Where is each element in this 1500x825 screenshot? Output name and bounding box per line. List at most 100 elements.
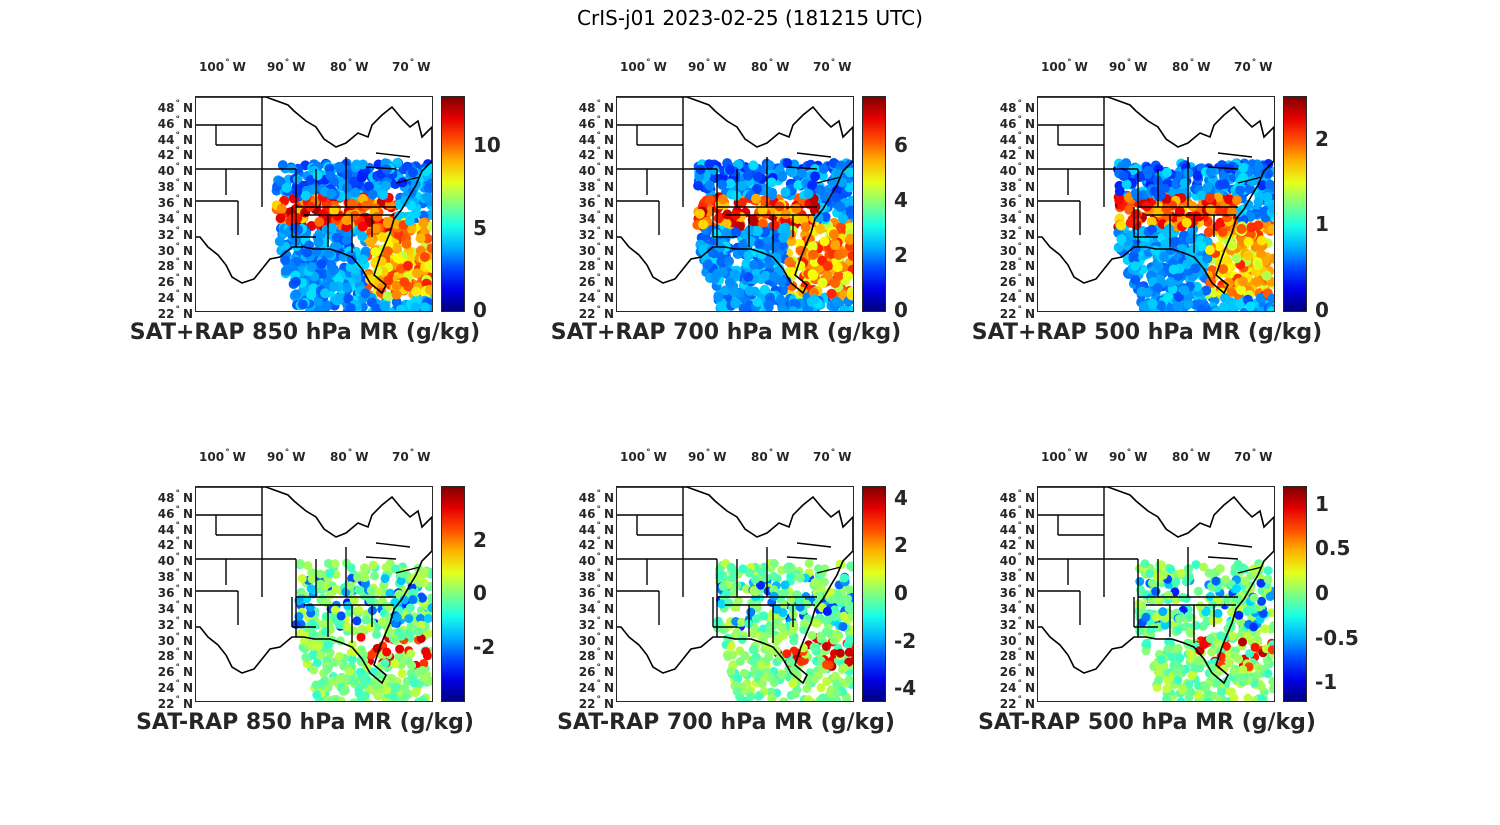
colorbar-tick-label: 0 xyxy=(894,581,908,605)
longitude-labels: 100° W 90° W 80° W 70° W xyxy=(1037,58,1337,74)
lat-tick-label: 24° N xyxy=(158,678,193,694)
state-border xyxy=(1237,566,1263,574)
degree-symbol: ° xyxy=(175,225,180,236)
lat-hemisphere: N xyxy=(182,490,193,505)
lon-tick-label: 70° W xyxy=(813,448,851,464)
data-point xyxy=(795,595,805,605)
data-point xyxy=(306,262,317,273)
lon-degree: 80 xyxy=(751,450,768,464)
data-point xyxy=(1252,260,1263,271)
data-point xyxy=(420,302,430,311)
lat-degree: 40 xyxy=(578,164,596,179)
data-point xyxy=(1253,161,1264,172)
data-point xyxy=(1203,688,1213,698)
data-point xyxy=(361,615,371,625)
data-point xyxy=(818,163,829,174)
data-point xyxy=(724,256,734,267)
lon-hemisphere: W xyxy=(1134,60,1148,74)
data-point xyxy=(812,618,822,628)
data-point xyxy=(759,284,770,295)
coastline xyxy=(196,487,432,685)
degree-symbol: ° xyxy=(175,679,180,690)
data-point xyxy=(817,698,826,701)
lon-degree: 80 xyxy=(1172,450,1189,464)
colorbar-tick-label: 4 xyxy=(894,188,908,213)
data-point xyxy=(323,664,333,674)
lat-tick-label: 46° N xyxy=(1000,504,1035,520)
data-point xyxy=(1118,171,1129,182)
data-point xyxy=(1152,682,1162,692)
data-point xyxy=(1174,206,1185,217)
data-point xyxy=(835,201,846,212)
data-point xyxy=(740,651,750,661)
data-point xyxy=(831,296,842,307)
data-point xyxy=(294,612,304,621)
data-point xyxy=(424,259,432,270)
data-point xyxy=(306,584,316,594)
lat-degree: 32 xyxy=(999,227,1017,242)
data-point xyxy=(817,171,828,181)
degree-symbol: ° xyxy=(1017,552,1022,563)
data-point xyxy=(845,635,853,645)
data-point xyxy=(1196,304,1207,311)
data-point xyxy=(733,596,743,606)
data-point xyxy=(828,697,838,701)
data-point xyxy=(835,648,845,658)
data-point xyxy=(743,272,754,282)
degree-symbol: ° xyxy=(596,679,601,690)
lon-hemisphere: W xyxy=(355,450,369,464)
lat-degree: 32 xyxy=(999,617,1017,632)
degree-symbol: ° xyxy=(225,58,230,68)
data-point xyxy=(1207,569,1217,579)
state-border xyxy=(365,166,397,170)
data-point xyxy=(731,227,741,238)
degree-symbol: ° xyxy=(347,448,353,458)
data-point xyxy=(803,695,813,701)
data-point xyxy=(791,203,802,214)
data-point xyxy=(421,647,431,657)
data-point xyxy=(320,288,331,299)
lon-degree: 80 xyxy=(330,60,347,74)
degree-symbol: ° xyxy=(1017,520,1022,531)
lon-tick-label: 100° W xyxy=(199,448,246,464)
lat-degree: 42 xyxy=(578,148,596,163)
data-point xyxy=(1172,301,1183,311)
data-point xyxy=(839,305,850,311)
data-point xyxy=(1202,182,1213,193)
degree-symbol: ° xyxy=(1126,448,1132,458)
data-point xyxy=(426,243,432,254)
degree-symbol: ° xyxy=(1017,289,1022,300)
data-point xyxy=(311,246,322,257)
data-point xyxy=(808,249,819,260)
data-point xyxy=(360,573,370,583)
data-point xyxy=(713,621,723,631)
data-point xyxy=(711,270,722,281)
data-point xyxy=(790,689,800,699)
data-point xyxy=(419,659,429,668)
lon-hemisphere: W xyxy=(1197,60,1211,74)
data-point xyxy=(1232,195,1242,206)
data-point xyxy=(1237,276,1248,287)
lat-hemisphere: N xyxy=(1024,116,1035,131)
longitude-labels: 100° W 90° W 80° W 70° W xyxy=(616,448,916,464)
data-point xyxy=(741,258,752,269)
data-point xyxy=(737,180,748,191)
data-point xyxy=(307,619,317,629)
lat-hemisphere: N xyxy=(603,164,614,179)
colorbar-tick-label: 4 xyxy=(894,485,908,510)
data-point xyxy=(1162,694,1172,701)
degree-symbol: ° xyxy=(175,209,180,220)
lat-tick-label: 46° N xyxy=(158,504,193,520)
lon-hemisphere: W xyxy=(838,450,852,464)
lat-hemisphere: N xyxy=(603,180,614,195)
data-point xyxy=(1201,681,1211,691)
data-point xyxy=(704,180,715,191)
data-point xyxy=(1255,293,1266,304)
data-point xyxy=(402,260,413,271)
lat-hemisphere: N xyxy=(603,570,614,585)
colorbar-tick-label: -4 xyxy=(894,676,917,701)
lat-tick-label: 48° N xyxy=(579,488,614,504)
data-point xyxy=(1172,644,1182,654)
data-point xyxy=(396,631,406,641)
data-point xyxy=(1181,217,1192,228)
